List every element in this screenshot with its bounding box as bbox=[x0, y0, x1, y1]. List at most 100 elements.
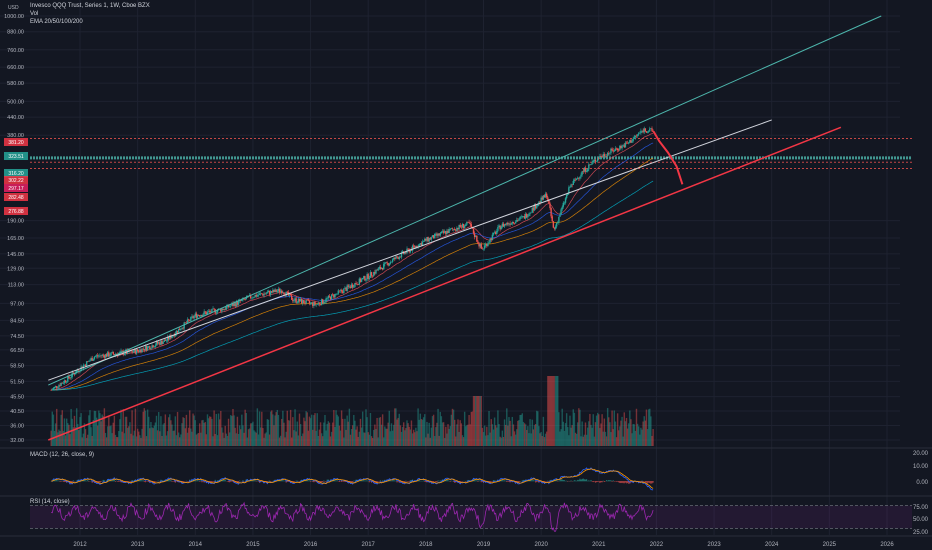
volume-bar bbox=[216, 435, 219, 446]
time-tick-label: 2013 bbox=[131, 542, 145, 548]
macd-histogram-bar bbox=[409, 480, 411, 482]
candle-body bbox=[575, 178, 578, 181]
volume-bar bbox=[343, 437, 345, 446]
candle-body bbox=[608, 152, 610, 154]
candle-body bbox=[386, 262, 388, 263]
volume-bar bbox=[72, 427, 75, 446]
candle-body bbox=[468, 222, 470, 223]
volume-bar bbox=[401, 427, 404, 446]
candle-body bbox=[72, 372, 75, 374]
upper-channel-line bbox=[48, 15, 882, 386]
candle-body bbox=[623, 145, 625, 148]
candle-body bbox=[360, 279, 363, 282]
volume-bar bbox=[355, 429, 357, 446]
volume-bar bbox=[251, 423, 253, 446]
candle-body bbox=[509, 223, 511, 225]
candle-body bbox=[520, 216, 522, 218]
rsi-legend[interactable]: RSI (14, close) bbox=[30, 499, 70, 505]
macd-histogram-bar bbox=[383, 480, 385, 482]
candle-body bbox=[451, 228, 454, 230]
candle-body bbox=[399, 256, 402, 258]
volume-bar bbox=[289, 409, 292, 446]
candle-body bbox=[361, 278, 364, 280]
volume-bar bbox=[409, 429, 412, 446]
vol-legend[interactable]: Vol bbox=[30, 11, 39, 17]
candle-body bbox=[83, 364, 86, 366]
candle-body bbox=[582, 171, 584, 172]
candle-body bbox=[153, 346, 155, 348]
candle-body bbox=[477, 241, 479, 244]
macd-histogram-bar bbox=[452, 481, 455, 482]
candle-body bbox=[236, 301, 239, 305]
macd-histogram-bar bbox=[317, 481, 319, 483]
volume-bar bbox=[363, 432, 365, 446]
candle-body bbox=[444, 231, 446, 233]
macd-histogram-bar bbox=[366, 480, 368, 482]
rsi-tick-label: 75.00 bbox=[913, 505, 929, 511]
candle-body bbox=[304, 303, 306, 304]
volume-bar bbox=[94, 411, 97, 446]
candle-body bbox=[98, 355, 100, 357]
candle-body bbox=[595, 160, 598, 162]
volume-bar bbox=[623, 412, 625, 446]
volume-bar bbox=[620, 420, 622, 446]
macd-histogram-bar bbox=[532, 480, 534, 482]
macd-histogram-bar bbox=[110, 479, 112, 482]
volume-bar bbox=[314, 413, 316, 446]
volume-bar bbox=[378, 417, 380, 446]
volume-bar bbox=[272, 414, 274, 446]
volume-bar bbox=[444, 437, 446, 446]
macd-histogram-bar bbox=[559, 480, 561, 482]
candle-body bbox=[52, 388, 55, 390]
volume-bar bbox=[504, 424, 507, 446]
volume-bar bbox=[512, 424, 515, 446]
volume-bar bbox=[616, 413, 619, 446]
macd-legend[interactable]: MACD (12, 26, close, 9) bbox=[30, 452, 95, 458]
macd-histogram-bar bbox=[211, 481, 213, 483]
volume-bar bbox=[342, 418, 344, 446]
volume-bar bbox=[385, 428, 387, 446]
volume-bar bbox=[218, 419, 221, 446]
volume-bar bbox=[190, 428, 192, 446]
candle-body bbox=[133, 349, 136, 352]
macd-histogram-bar bbox=[355, 479, 357, 482]
candle-body bbox=[191, 316, 193, 318]
macd-histogram-bar bbox=[363, 480, 365, 482]
macd-histogram-bar bbox=[199, 481, 201, 482]
volume-bar bbox=[339, 430, 342, 446]
volume-bar bbox=[420, 419, 423, 446]
volume-bar bbox=[527, 426, 529, 446]
macd-histogram-bar bbox=[170, 480, 172, 482]
candle-body bbox=[351, 284, 354, 288]
candle-body bbox=[293, 300, 295, 302]
macd-histogram-bar bbox=[280, 480, 282, 482]
ema-legend[interactable]: EMA 20/50/100/200 bbox=[30, 19, 83, 25]
macd-histogram-bar bbox=[543, 481, 546, 483]
volume-bar bbox=[467, 424, 469, 446]
candle-body bbox=[450, 228, 453, 229]
volume-bar bbox=[204, 422, 206, 446]
candle-body bbox=[74, 373, 77, 375]
candle-body bbox=[390, 261, 393, 263]
volume-bar bbox=[498, 424, 500, 446]
price-tick-label: 84.50 bbox=[10, 318, 24, 324]
candle-body bbox=[224, 309, 226, 310]
volume-bar bbox=[598, 414, 600, 446]
candle-body bbox=[375, 269, 377, 274]
candle-body bbox=[518, 219, 520, 221]
candle-body bbox=[202, 314, 204, 317]
candle-body bbox=[50, 390, 52, 391]
price-tick-label: 1000.00 bbox=[4, 14, 24, 20]
macd-tick-label: 20.00 bbox=[913, 451, 929, 457]
macd-histogram-bar bbox=[602, 480, 604, 482]
candle-body bbox=[318, 303, 321, 305]
volume-bar bbox=[255, 432, 257, 446]
macd-histogram-bar bbox=[579, 478, 581, 482]
candle-body bbox=[549, 203, 551, 209]
volume-bar bbox=[473, 396, 476, 446]
candle-body bbox=[533, 204, 536, 211]
volume-bar bbox=[414, 432, 416, 446]
volume-bar bbox=[349, 434, 352, 446]
volume-bar bbox=[604, 431, 607, 446]
